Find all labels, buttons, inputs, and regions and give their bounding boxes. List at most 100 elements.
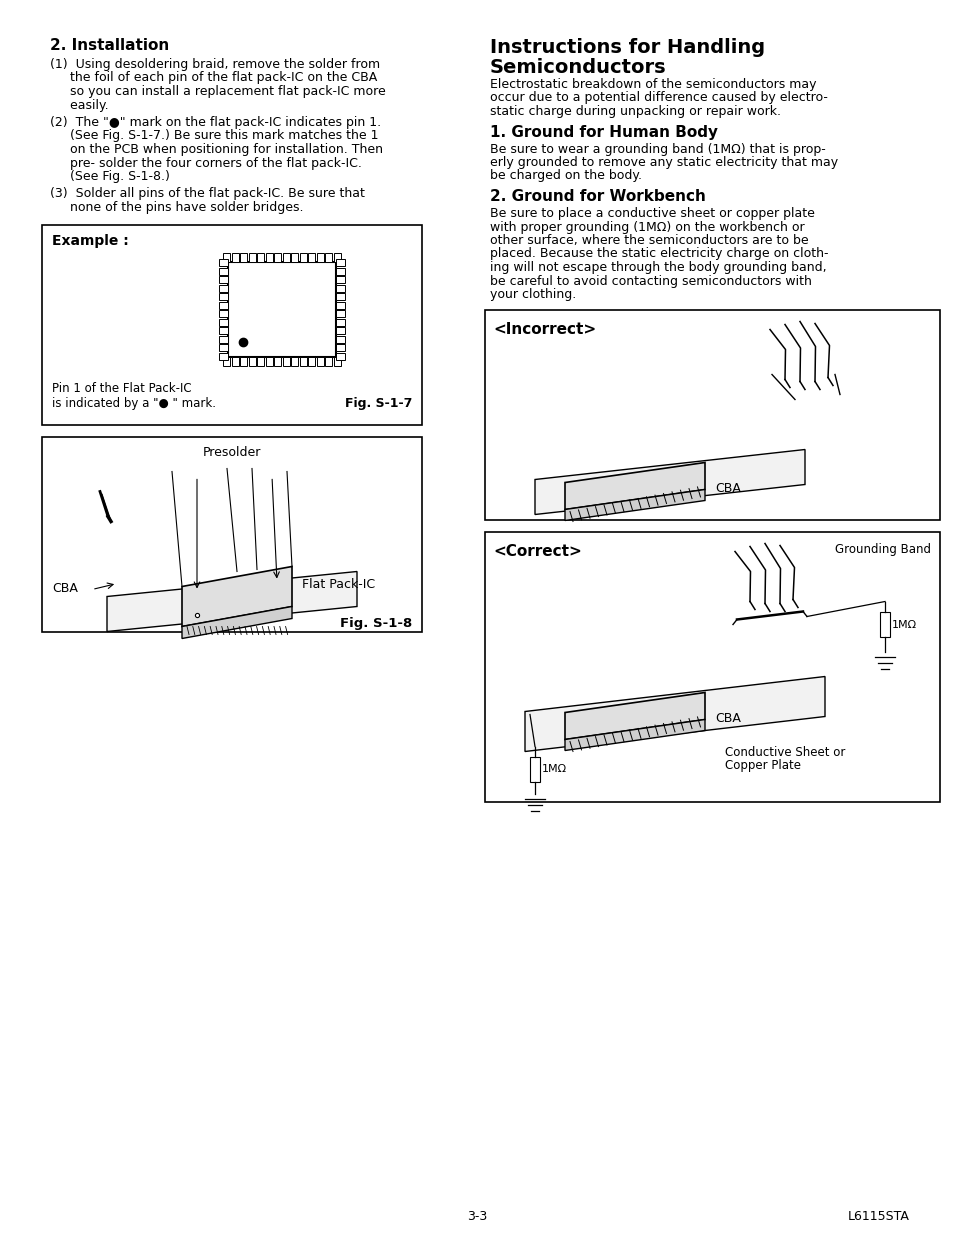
Text: <Incorrect>: <Incorrect>	[493, 321, 596, 336]
Text: CBA: CBA	[714, 483, 740, 495]
Bar	[334, 357, 340, 366]
Bar	[530, 757, 539, 782]
Text: 1MΩ: 1MΩ	[891, 620, 916, 630]
Polygon shape	[564, 693, 704, 740]
Text: easily.: easily.	[50, 99, 109, 111]
Text: the foil of each pin of the flat pack-IC on the CBA: the foil of each pin of the flat pack-IC…	[50, 72, 376, 84]
Text: Be sure to wear a grounding band (1MΩ) that is prop-: Be sure to wear a grounding band (1MΩ) t…	[490, 142, 825, 156]
Text: Conductive Sheet or: Conductive Sheet or	[724, 746, 844, 760]
Bar	[219, 268, 228, 274]
Bar	[484, 310, 939, 520]
Text: other surface, where the semiconductors are to be: other surface, where the semiconductors …	[490, 233, 808, 247]
Text: (3)  Solder all pins of the flat pack-IC. Be sure that: (3) Solder all pins of the flat pack-IC.…	[50, 188, 364, 200]
Text: ing will not escape through the body grounding band,: ing will not escape through the body gro…	[490, 261, 825, 274]
Bar	[257, 357, 264, 366]
Bar	[282, 357, 290, 366]
Bar	[240, 253, 247, 262]
Text: Flat Pack-IC: Flat Pack-IC	[302, 578, 375, 592]
Bar	[335, 319, 345, 326]
Text: 3-3: 3-3	[466, 1210, 487, 1223]
Bar	[219, 277, 228, 283]
Text: Semiconductors: Semiconductors	[490, 58, 666, 77]
Text: your clothing.: your clothing.	[490, 288, 576, 301]
Bar	[335, 293, 345, 300]
Bar	[240, 357, 247, 366]
Polygon shape	[535, 450, 804, 515]
Text: static charge during unpacking or repair work.: static charge during unpacking or repair…	[490, 105, 781, 119]
Polygon shape	[107, 572, 356, 631]
Text: 1. Ground for Human Body: 1. Ground for Human Body	[490, 125, 718, 140]
Polygon shape	[182, 567, 292, 626]
Bar	[879, 611, 889, 636]
Text: with proper grounding (1MΩ) on the workbench or: with proper grounding (1MΩ) on the workb…	[490, 221, 803, 233]
Bar	[335, 268, 345, 274]
Text: be careful to avoid contacting semiconductors with: be careful to avoid contacting semicondu…	[490, 274, 811, 288]
Text: Grounding Band: Grounding Band	[834, 543, 930, 557]
Bar	[274, 357, 281, 366]
Text: Fig. S-1-8: Fig. S-1-8	[339, 616, 412, 630]
Bar	[335, 277, 345, 283]
Bar	[335, 310, 345, 317]
Bar	[219, 259, 228, 267]
Bar	[266, 357, 273, 366]
Text: occur due to a potential difference caused by electro-: occur due to a potential difference caus…	[490, 91, 827, 105]
Polygon shape	[564, 462, 704, 510]
Bar	[219, 293, 228, 300]
Bar	[335, 353, 345, 359]
Text: CBA: CBA	[714, 713, 740, 725]
Bar	[335, 259, 345, 267]
Text: (2)  The "●" mark on the flat pack-IC indicates pin 1.: (2) The "●" mark on the flat pack-IC ind…	[50, 116, 381, 128]
Bar	[274, 253, 281, 262]
Text: Instructions for Handling: Instructions for Handling	[490, 38, 764, 57]
Bar	[257, 253, 264, 262]
Text: Be sure to place a conductive sheet or copper plate: Be sure to place a conductive sheet or c…	[490, 207, 814, 220]
Bar	[219, 336, 228, 343]
Bar	[316, 253, 323, 262]
Bar	[228, 262, 335, 357]
Text: 2. Ground for Workbench: 2. Ground for Workbench	[490, 189, 705, 204]
Text: CBA: CBA	[52, 582, 78, 594]
Text: be charged on the body.: be charged on the body.	[490, 169, 641, 183]
Bar	[335, 301, 345, 309]
Bar	[42, 436, 421, 631]
Bar	[308, 357, 314, 366]
Bar	[232, 357, 238, 366]
Bar	[335, 327, 345, 335]
Text: L6115STA: L6115STA	[847, 1210, 909, 1223]
Text: Pin 1 of the Flat Pack-IC: Pin 1 of the Flat Pack-IC	[52, 383, 192, 395]
Bar	[316, 357, 323, 366]
Text: <Correct>: <Correct>	[493, 543, 581, 558]
Polygon shape	[564, 720, 704, 751]
Text: Presolder: Presolder	[203, 447, 261, 459]
Bar	[335, 285, 345, 291]
Bar	[249, 357, 255, 366]
Bar	[42, 225, 421, 425]
Text: Copper Plate: Copper Plate	[724, 760, 801, 773]
Bar	[219, 310, 228, 317]
Bar	[223, 253, 230, 262]
Polygon shape	[524, 677, 824, 752]
Bar	[334, 253, 340, 262]
Bar	[219, 353, 228, 359]
Text: placed. Because the static electricity charge on cloth-: placed. Because the static electricity c…	[490, 247, 827, 261]
Bar	[325, 253, 332, 262]
Bar	[219, 301, 228, 309]
Text: (See Fig. S-1-7.) Be sure this mark matches the 1: (See Fig. S-1-7.) Be sure this mark matc…	[50, 130, 378, 142]
Bar	[299, 357, 307, 366]
Bar	[232, 253, 238, 262]
Bar	[266, 253, 273, 262]
Text: erly grounded to remove any static electricity that may: erly grounded to remove any static elect…	[490, 156, 838, 169]
Bar	[291, 357, 298, 366]
Bar	[299, 253, 307, 262]
Text: on the PCB when positioning for installation. Then: on the PCB when positioning for installa…	[50, 143, 382, 156]
Text: so you can install a replacement flat pack-IC more: so you can install a replacement flat pa…	[50, 85, 385, 98]
Bar	[335, 336, 345, 343]
Bar	[325, 357, 332, 366]
Text: 1MΩ: 1MΩ	[541, 764, 566, 774]
Text: Electrostatic breakdown of the semiconductors may: Electrostatic breakdown of the semicondu…	[490, 78, 816, 91]
Bar	[335, 345, 345, 351]
Bar	[219, 345, 228, 351]
Polygon shape	[564, 489, 704, 520]
Bar	[282, 253, 290, 262]
Bar	[223, 357, 230, 366]
